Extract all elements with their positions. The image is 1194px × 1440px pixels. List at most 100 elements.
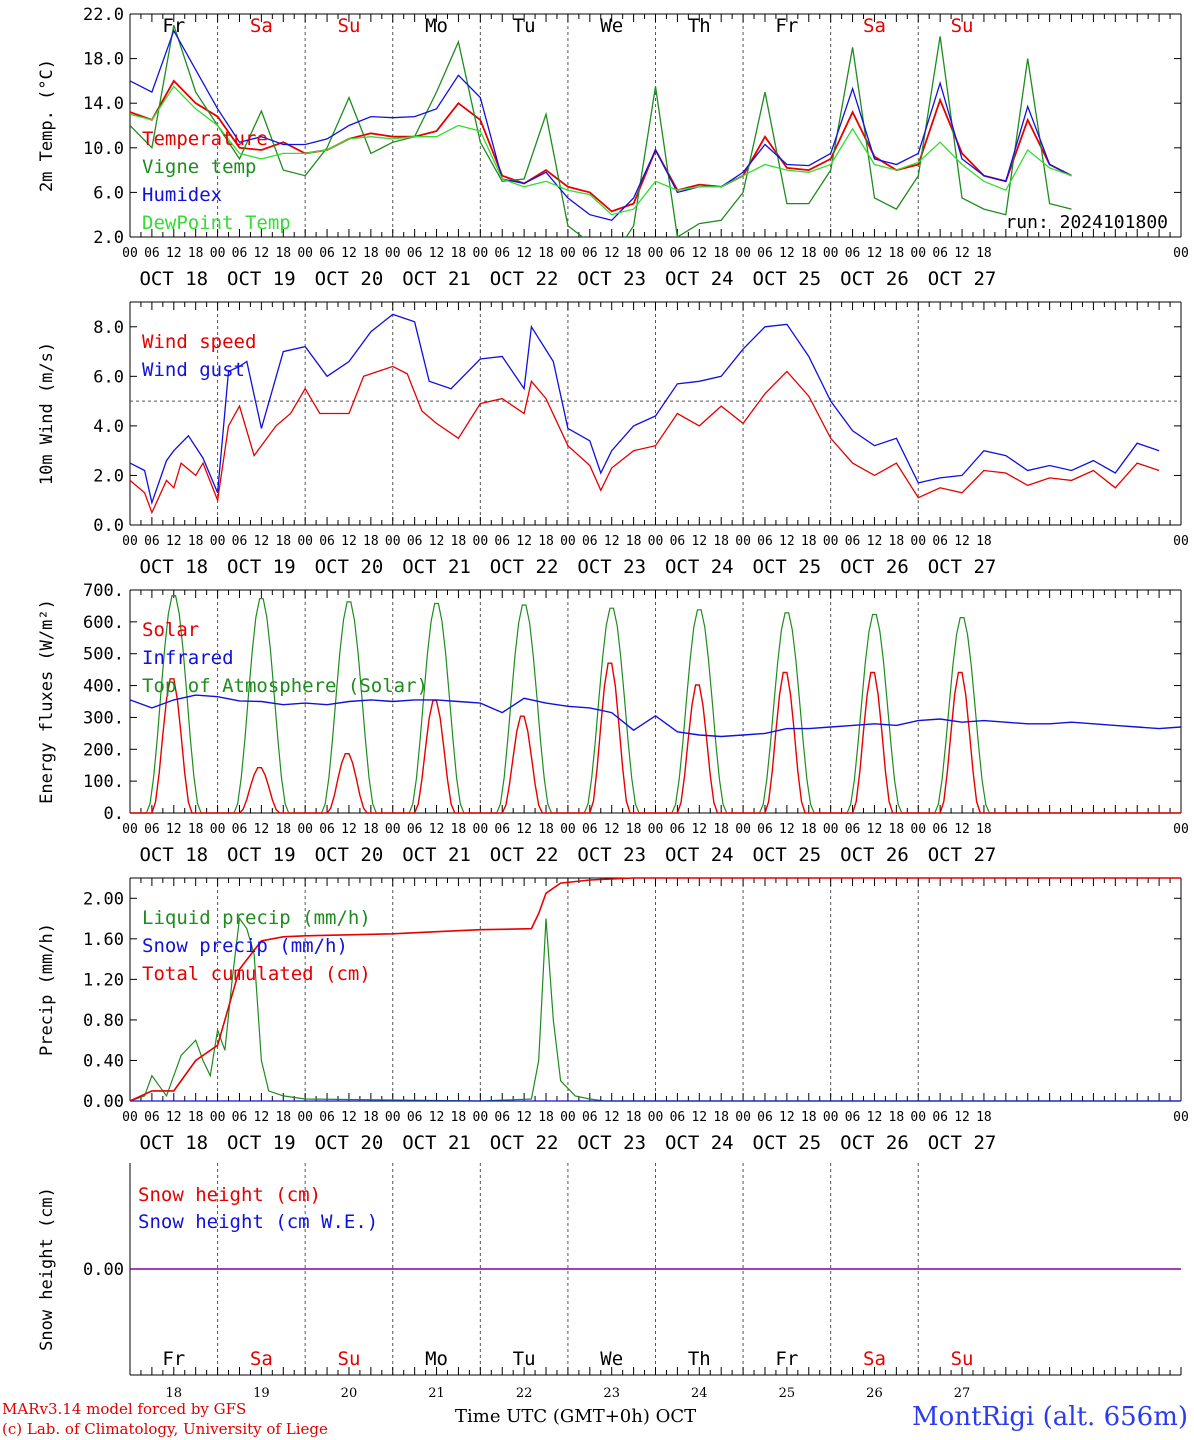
panel-precip: 0.00 0.40 0.80 1.20 1.60 2.00 Precip (mm/h) 00 0…: [37, 877, 1189, 1154]
x-date-label: OCT 23: [577, 1132, 646, 1154]
x-hour-label: 18: [801, 246, 817, 261]
station-name: MontRigi (alt. 656m): [912, 1402, 1188, 1432]
x-hour-label: 12: [691, 1110, 707, 1125]
day-label-top: Tu: [513, 15, 536, 37]
x-hour-label: 00: [210, 534, 226, 549]
series-infrared: [129, 694, 1182, 738]
y-tick-label: 6.0: [93, 367, 124, 387]
x-hour-label: 06: [932, 1110, 948, 1125]
x-hour-label: 18: [976, 534, 992, 549]
x-hour-label: 18: [626, 246, 642, 261]
x-date-label: OCT 25: [753, 844, 822, 866]
x-hour-label: 18: [363, 822, 379, 837]
x-hour-label: 06: [144, 534, 160, 549]
date-number-label: 19: [253, 1386, 270, 1400]
x-hour-label: 18: [451, 534, 467, 549]
day-label-top: Fr: [775, 15, 798, 37]
x-date-label: OCT 26: [840, 844, 909, 866]
x-date-label: OCT 25: [753, 268, 822, 290]
x-hour-label: 18: [188, 246, 204, 261]
date-number-label: 23: [603, 1386, 620, 1400]
x-hour-label: 12: [254, 1110, 270, 1125]
x-hour-label: 00: [910, 822, 926, 837]
x-hour-label: 00: [560, 246, 576, 261]
meteogram: Fr Sa Su Mo Tu We Th Fr Sa Su 2.0 6.0 10.0 14.0 18.0 22…: [37, 5, 1189, 1400]
x-hour-label: 00: [210, 822, 226, 837]
x-hour-label: 12: [691, 534, 707, 549]
x-hour-label: 00: [385, 1110, 401, 1125]
x-hour-label: 12: [516, 1110, 532, 1125]
y-tick-label: 18.0: [83, 50, 124, 70]
day-label-bottom: We: [600, 1348, 623, 1370]
x-date-label: OCT 26: [840, 556, 909, 578]
x-hour-label: 06: [670, 534, 686, 549]
date-number-label: 26: [866, 1386, 883, 1400]
x-hour-label: 00: [297, 534, 313, 549]
x-date-label: OCT 24: [665, 1132, 734, 1154]
x-date-label: OCT 27: [928, 1132, 997, 1154]
x-hour-label: 06: [232, 822, 248, 837]
x-hour-label: 06: [582, 246, 598, 261]
legend-humidex: Humidex: [142, 184, 222, 206]
x-hour-label: 00: [210, 1110, 226, 1125]
x-hour-label: 00: [735, 822, 751, 837]
x-date-label: OCT 18: [139, 556, 208, 578]
x-hour-label: 12: [254, 534, 270, 549]
x-hour-label: 12: [341, 246, 357, 261]
x-hour-label: 12: [516, 822, 532, 837]
x-hour-label: 00: [735, 534, 751, 549]
y-axis-label: Snow height (cm): [37, 1187, 57, 1351]
x-hour-label: 12: [166, 1110, 182, 1125]
x-hour-label: 12: [954, 246, 970, 261]
x-hour-label: 12: [867, 246, 883, 261]
y-tick-label: 0.00: [83, 1260, 124, 1280]
x-date-label: OCT 26: [840, 1132, 909, 1154]
x-hour-label: 00: [735, 1110, 751, 1125]
x-hour-label: 00: [648, 246, 664, 261]
legend-snow-height-cm: Snow height (cm): [138, 1184, 321, 1206]
y-tick-label: 1.60: [83, 930, 124, 950]
x-hour-label: 12: [867, 1110, 883, 1125]
x-hour-label: 06: [407, 822, 423, 837]
legend-liquid-precip-mm-h: Liquid precip (mm/h): [142, 907, 371, 929]
x-date-label: OCT 20: [315, 844, 384, 866]
legend-wind-speed: Wind speed: [142, 331, 256, 353]
date-number-label: 27: [954, 1386, 971, 1400]
x-hour-label: 06: [845, 246, 861, 261]
x-hour-label: 06: [582, 1110, 598, 1125]
x-hour-label: 18: [713, 246, 729, 261]
day-label-bottom: Sa: [250, 1348, 273, 1370]
y-tick-label: 2.0: [93, 466, 124, 486]
day-label-top: We: [600, 15, 623, 37]
y-tick-label: 700.: [83, 581, 124, 601]
day-label-top: Th: [688, 15, 711, 37]
x-hour-label: 18: [451, 1110, 467, 1125]
x-hour-label: 18: [713, 534, 729, 549]
x-hour-label: 00: [823, 1110, 839, 1125]
y-tick-label: 10.0: [83, 139, 124, 159]
x-hour-label: 06: [144, 246, 160, 261]
x-hour-label: 18: [889, 246, 905, 261]
x-hour-label: 12: [604, 534, 620, 549]
x-hour-label: 00: [910, 1110, 926, 1125]
time-axis-label: Time UTC (GMT+0h) OCT: [455, 1406, 697, 1427]
x-hour-label: 00: [122, 246, 138, 261]
x-hour-label: 18: [275, 822, 291, 837]
x-hour-label: 12: [779, 1110, 795, 1125]
date-number-label: 22: [516, 1386, 533, 1400]
x-hour-label: 18: [801, 534, 817, 549]
x-hour-label: 12: [779, 822, 795, 837]
x-hour-label: 06: [319, 534, 335, 549]
x-hour-label: 00: [910, 534, 926, 549]
x-hour-label: 12: [166, 246, 182, 261]
x-hour-label: 00: [297, 246, 313, 261]
y-tick-label: 0.0: [93, 516, 124, 536]
y-tick-label: 4.0: [93, 417, 124, 437]
day-label-bottom: Sa: [863, 1348, 886, 1370]
x-hour-label: 18: [538, 1110, 554, 1125]
x-hour-label: 06: [932, 534, 948, 549]
date-number-label: 24: [691, 1386, 708, 1400]
x-hour-label: 00: [297, 1110, 313, 1125]
legend-total-cumulated-cm: Total cumulated (cm): [142, 963, 371, 985]
x-date-label: OCT 27: [928, 556, 997, 578]
